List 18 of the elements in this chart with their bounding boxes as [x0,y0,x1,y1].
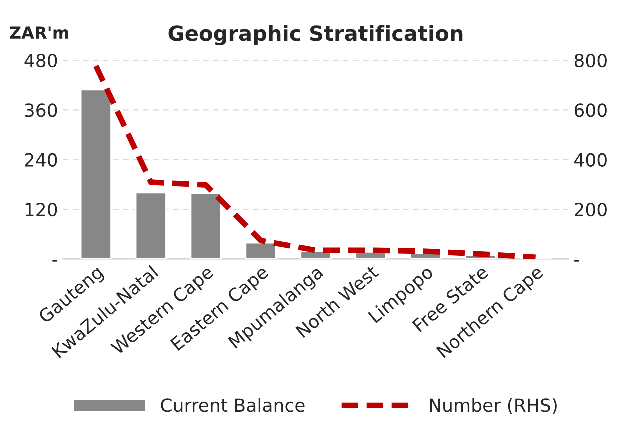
bar [135,192,167,260]
bar [80,89,112,260]
y2-tick-label: 200 [574,202,607,217]
chart-title: Geographic Stratification [168,25,463,46]
y-axis-title: ZAR'm [10,26,68,39]
legend-label: Number (RHS) [430,398,557,414]
bar [190,192,222,260]
bar [245,242,277,260]
y2-tick-label: 600 [574,104,607,118]
y-tick-label: 240 [25,153,58,167]
y-tick-label: 360 [25,104,58,118]
y2-tick-label: 800 [574,54,607,68]
y-tick-label: 120 [26,202,58,217]
y-tick-label: 480 [24,54,58,68]
y-tick-label: - [52,260,58,262]
legend-label: Current Balance [161,398,305,412]
y2-tick-label: - [574,260,580,262]
y2-tick-label: 400 [574,153,607,167]
